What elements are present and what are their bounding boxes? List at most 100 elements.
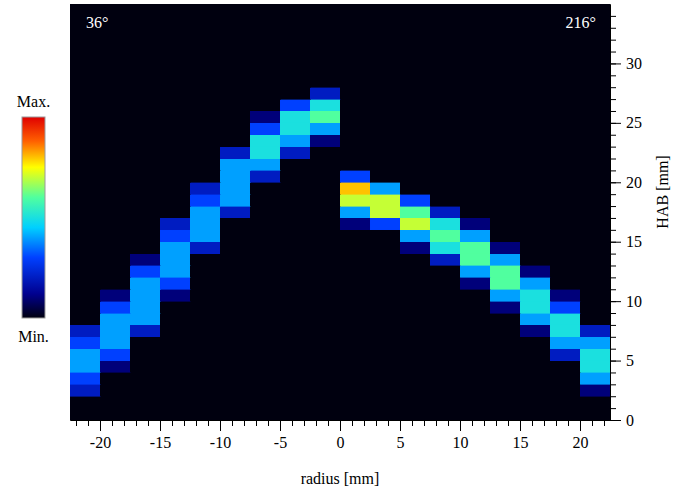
heat-cell (400, 99, 430, 111)
heat-cell (70, 230, 100, 242)
heat-cell (220, 170, 250, 182)
heat-cell (190, 313, 220, 325)
heat-cell (280, 40, 310, 52)
heat-cell (100, 396, 130, 408)
tick-mark (610, 123, 621, 124)
heat-cell (340, 40, 370, 52)
heat-cell (190, 301, 220, 313)
heat-cell (160, 170, 190, 182)
heat-cell (550, 325, 580, 337)
heat-cell (550, 408, 580, 420)
tick-label: 0 (626, 412, 634, 429)
tick-mark (610, 242, 621, 243)
heat-cell (250, 218, 280, 230)
heat-cell (70, 242, 100, 254)
heat-cell (280, 408, 310, 420)
heat-cell (430, 159, 460, 171)
heat-cell (520, 337, 550, 349)
heat-cell (400, 63, 430, 75)
tick-mark (460, 420, 461, 431)
heat-cell (310, 349, 340, 361)
heat-cell (400, 361, 430, 373)
heat-cell (370, 277, 400, 289)
heat-cell (370, 16, 400, 28)
heat-cell (550, 194, 580, 206)
heat-cell (520, 242, 550, 254)
heat-cell (520, 289, 550, 301)
heat-cell (580, 384, 610, 396)
heat-cell (250, 182, 280, 194)
heat-cell (280, 159, 310, 171)
heat-cell (310, 372, 340, 384)
heat-cell (460, 361, 490, 373)
heat-cell (460, 159, 490, 171)
tick-mark (610, 420, 621, 421)
heat-cell (190, 218, 220, 230)
heat-cell (370, 254, 400, 266)
heat-cell (280, 313, 310, 325)
heat-cell (160, 75, 190, 87)
heat-cell (370, 230, 400, 242)
heat-cell (460, 277, 490, 289)
heat-cell (370, 75, 400, 87)
heat-cell (70, 408, 100, 420)
heat-cell (310, 194, 340, 206)
heat-cell (310, 301, 340, 313)
heat-cell (100, 218, 130, 230)
heat-cell (340, 265, 370, 277)
axis-line (610, 5, 611, 421)
heat-cell (370, 194, 400, 206)
heat-cell (370, 265, 400, 277)
heat-cell (490, 99, 520, 111)
heat-cell (190, 265, 220, 277)
heat-cell (430, 372, 460, 384)
heat-cell (130, 170, 160, 182)
heat-cell (220, 301, 250, 313)
heat-cell (550, 384, 580, 396)
heat-cell (370, 325, 400, 337)
heat-cell (280, 206, 310, 218)
tick: 0 (337, 420, 345, 451)
heat-cell (340, 99, 370, 111)
heat-cell (160, 4, 190, 16)
heat-cell (460, 206, 490, 218)
heat-cell (400, 87, 430, 99)
heat-cell (490, 40, 520, 52)
heat-cell (430, 206, 460, 218)
heat-cell (130, 111, 160, 123)
heat-cell (490, 63, 520, 75)
heat-cell (370, 313, 400, 325)
heat-cell (100, 111, 130, 123)
heat-cell (340, 396, 370, 408)
heat-cell (430, 242, 460, 254)
heat-cell (370, 361, 400, 373)
heat-cell (220, 313, 250, 325)
heat-cell (370, 4, 400, 16)
heat-cell (280, 194, 310, 206)
heat-cell (460, 396, 490, 408)
heat-cell (310, 408, 340, 420)
heat-cell (520, 396, 550, 408)
tick: 15 (610, 233, 642, 250)
heat-cell (220, 4, 250, 16)
heat-cell (430, 384, 460, 396)
tick: 25 (610, 114, 642, 131)
heat-cell (430, 16, 460, 28)
heat-cell (250, 16, 280, 28)
heat-cell (280, 99, 310, 111)
heat-cell (70, 325, 100, 337)
tick-mark (100, 420, 101, 431)
heat-cell (310, 384, 340, 396)
heat-cell (520, 111, 550, 123)
tick-label: 25 (626, 114, 642, 131)
heat-cell (130, 289, 160, 301)
heat-cell (490, 135, 520, 147)
heat-cell (550, 218, 580, 230)
heat-cell (580, 63, 610, 75)
heat-cell (130, 182, 160, 194)
heat-cell (430, 123, 460, 135)
heat-cell (520, 75, 550, 87)
heat-cell (280, 265, 310, 277)
heat-cell (520, 325, 550, 337)
heat-cell (490, 87, 520, 99)
